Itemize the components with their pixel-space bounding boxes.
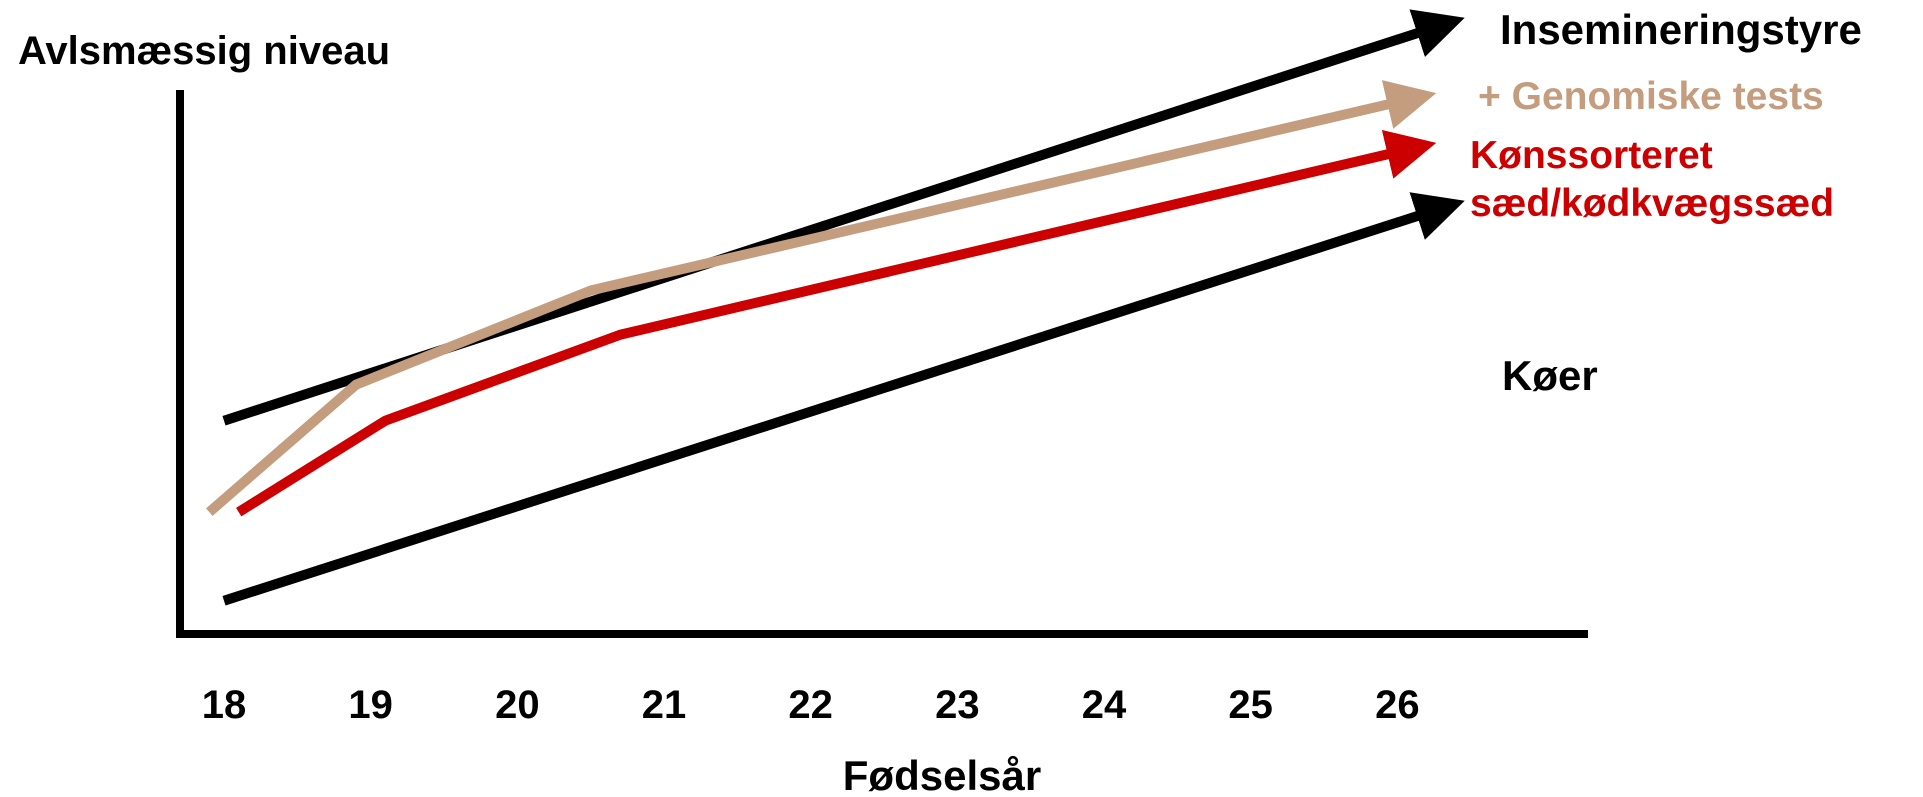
series-label-sorted-1: Kønssorteret xyxy=(1470,134,1713,177)
x-tick-label-19: 19 xyxy=(348,683,393,727)
x-tick-label-24: 24 xyxy=(1082,683,1127,727)
series-label-sorted-2: sæd/kødkvægssæd xyxy=(1470,182,1834,225)
x-tick-labels: 18 19 20 21 22 23 24 25 26 xyxy=(202,683,1420,727)
series-label-insemination: Insemineringstyre xyxy=(1500,6,1862,53)
x-tick-label-21: 21 xyxy=(642,683,687,727)
x-tick-label-20: 20 xyxy=(495,683,540,727)
x-tick-label-25: 25 xyxy=(1228,683,1273,727)
x-tick-label-26: 26 xyxy=(1375,683,1420,727)
series-line-3 xyxy=(222,192,1465,606)
x-tick-label-23: 23 xyxy=(935,683,980,727)
x-axis-label: Fødselsår xyxy=(843,752,1041,797)
x-tick-label-22: 22 xyxy=(788,683,833,727)
series-label-genomic: + Genomiske tests xyxy=(1478,75,1824,118)
x-tick-label-18: 18 xyxy=(202,683,247,727)
series-line-1 xyxy=(206,80,1437,516)
y-axis-label: Avlsmæssig niveau xyxy=(18,29,390,73)
series-layer xyxy=(206,9,1465,606)
series-line-2 xyxy=(236,129,1437,517)
series-label-cows: Køer xyxy=(1502,352,1598,399)
